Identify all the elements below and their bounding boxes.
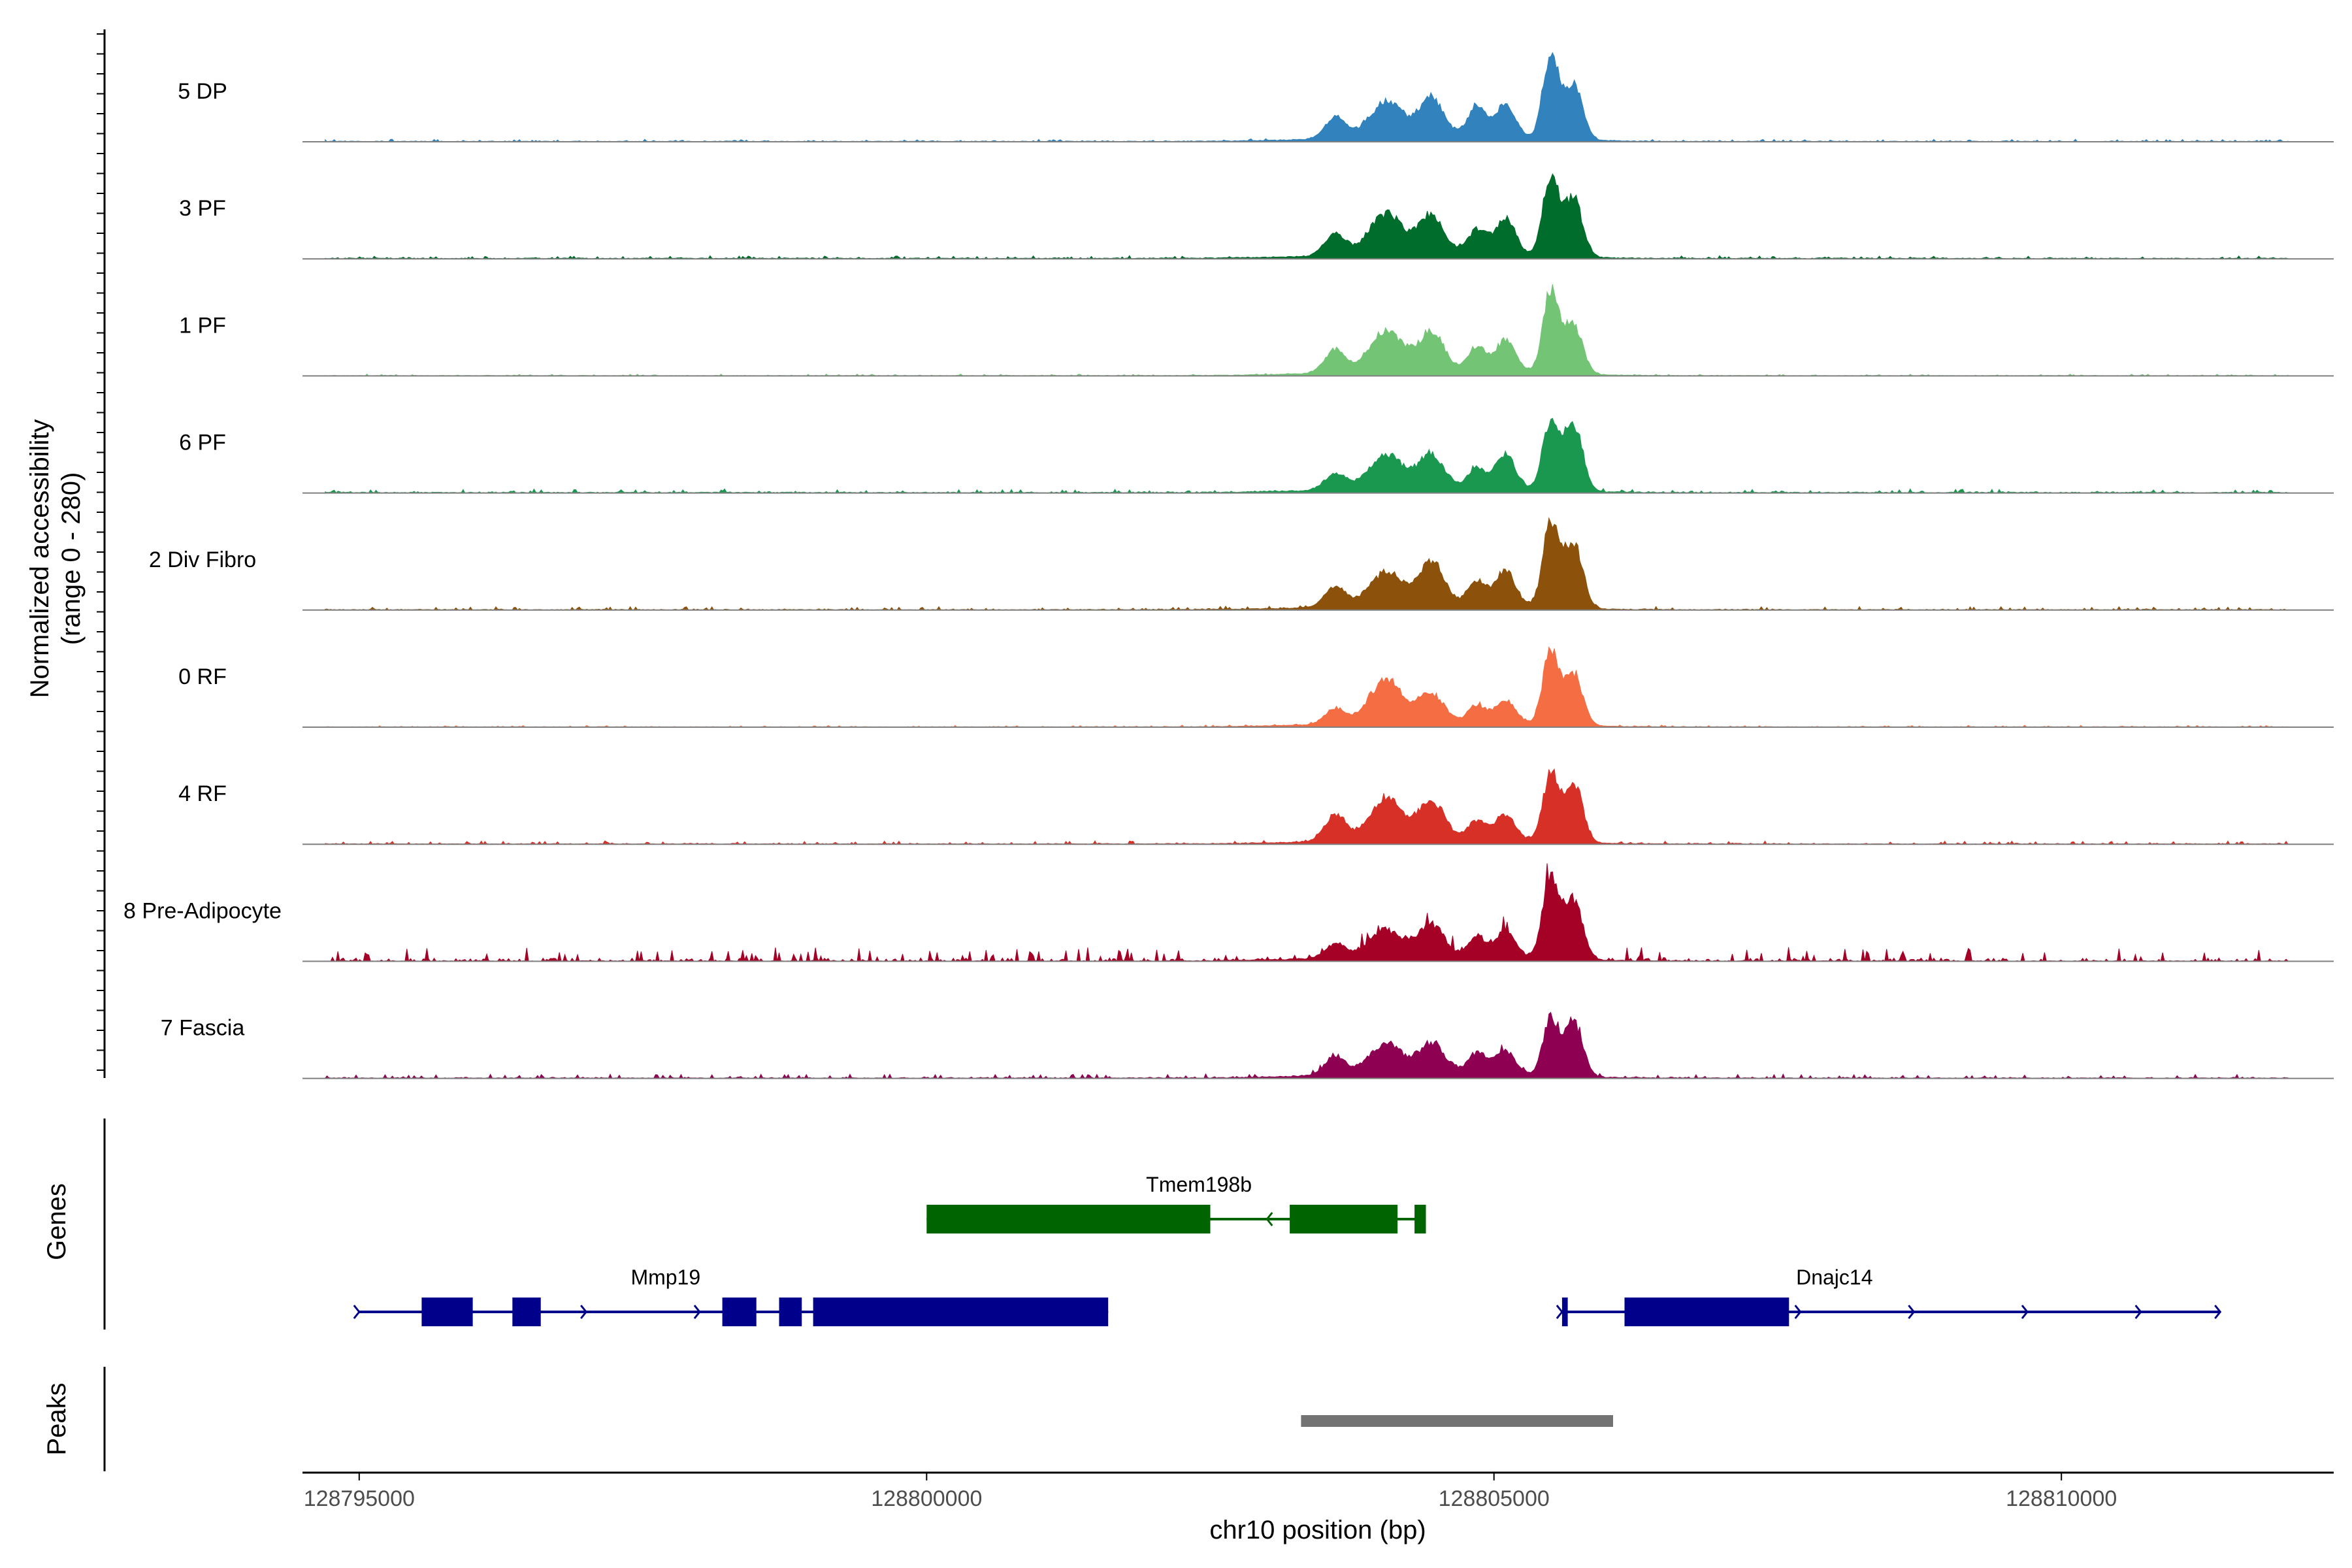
track-label: 5 DP — [178, 79, 227, 104]
gene-exon — [722, 1298, 757, 1326]
track-label: 6 PF — [179, 431, 226, 455]
peak-bar — [1301, 1415, 1613, 1427]
strand-arrow — [2214, 1305, 2222, 1319]
track-7: 4 RF — [178, 768, 2334, 845]
track-3: 1 PF — [179, 284, 2334, 377]
tracks-group: 5 DP 3 PF 1 PF 6 PF 2 Div Fibro 0 RF 4 RF 8 Pre… — [123, 52, 2334, 1079]
genes-panel-title: Genes — [42, 1183, 71, 1260]
strand-arrow — [1390, 1212, 1398, 1226]
track-label: 0 RF — [178, 664, 227, 689]
strand-arrow — [1794, 1305, 1802, 1319]
strand-arrow — [1266, 1212, 1273, 1226]
gene-exon — [512, 1298, 541, 1326]
gene-exon — [1074, 1205, 1211, 1233]
strand-arrow — [580, 1305, 588, 1319]
strand-arrow — [2021, 1305, 2029, 1319]
gene-exon — [421, 1298, 473, 1326]
gene-exon — [1624, 1298, 1789, 1326]
x-axis-title: chr10 position (bp) — [1209, 1516, 1426, 1544]
track-label: 1 PF — [179, 313, 226, 338]
gene-mmp19: Mmp19 — [353, 1266, 1109, 1326]
x-axis-ticks: 128795000 128800000 128805000 128810000 — [304, 1473, 2117, 1511]
strand-arrow — [2134, 1305, 2142, 1319]
tracks-y-axis-ticks — [97, 33, 105, 1071]
track-label: 8 Pre-Adipocyte — [123, 898, 282, 923]
y-axis-title: Normalized accessibility — [25, 419, 54, 698]
peaks-panel-title: Peaks — [42, 1382, 71, 1455]
strand-arrow — [693, 1305, 701, 1319]
gene-label: Dnajc14 — [1796, 1266, 1872, 1289]
track-6: 0 RF — [178, 646, 2334, 728]
track-8: 8 Pre-Adipocyte — [123, 863, 2334, 962]
gene-exon — [813, 1298, 1109, 1326]
peaks-group — [1301, 1415, 1613, 1427]
gene-tmem198b: Tmem198b — [926, 1173, 1426, 1233]
track-label: 3 PF — [179, 196, 226, 221]
x-tick-label: 128810000 — [2006, 1486, 2117, 1511]
strand-arrow — [353, 1305, 361, 1319]
gene-label: Mmp19 — [630, 1266, 700, 1289]
track-1: 5 DP — [178, 52, 2334, 142]
gene-dnajc14: Dnajc14 — [1556, 1266, 2222, 1326]
strand-arrow — [1908, 1305, 1916, 1319]
track-4: 6 PF — [179, 417, 2334, 494]
x-tick-label: 128795000 — [304, 1486, 415, 1511]
track-9: 7 Fascia — [161, 1011, 2334, 1079]
gene-exon — [1561, 1298, 1568, 1326]
gene-label: Tmem198b — [1146, 1173, 1252, 1196]
track-label: 7 Fascia — [161, 1016, 245, 1041]
x-tick-label: 128805000 — [1439, 1486, 1550, 1511]
gene-exon — [1290, 1205, 1398, 1233]
genes-group: Tmem198b Mmp19 Dnajc14 — [353, 1173, 2222, 1326]
track-2: 3 PF — [179, 173, 2334, 260]
x-tick-label: 128800000 — [871, 1486, 982, 1511]
track-5: 2 Div Fibro — [149, 517, 2334, 611]
track-label: 4 RF — [178, 781, 227, 806]
gene-exon — [1414, 1205, 1426, 1233]
gene-exon — [779, 1298, 802, 1326]
strand-arrow — [466, 1305, 474, 1319]
track-label: 2 Div Fibro — [149, 547, 256, 572]
y-axis-range: (range 0 - 280) — [57, 472, 86, 645]
strand-arrow — [1556, 1305, 1563, 1319]
